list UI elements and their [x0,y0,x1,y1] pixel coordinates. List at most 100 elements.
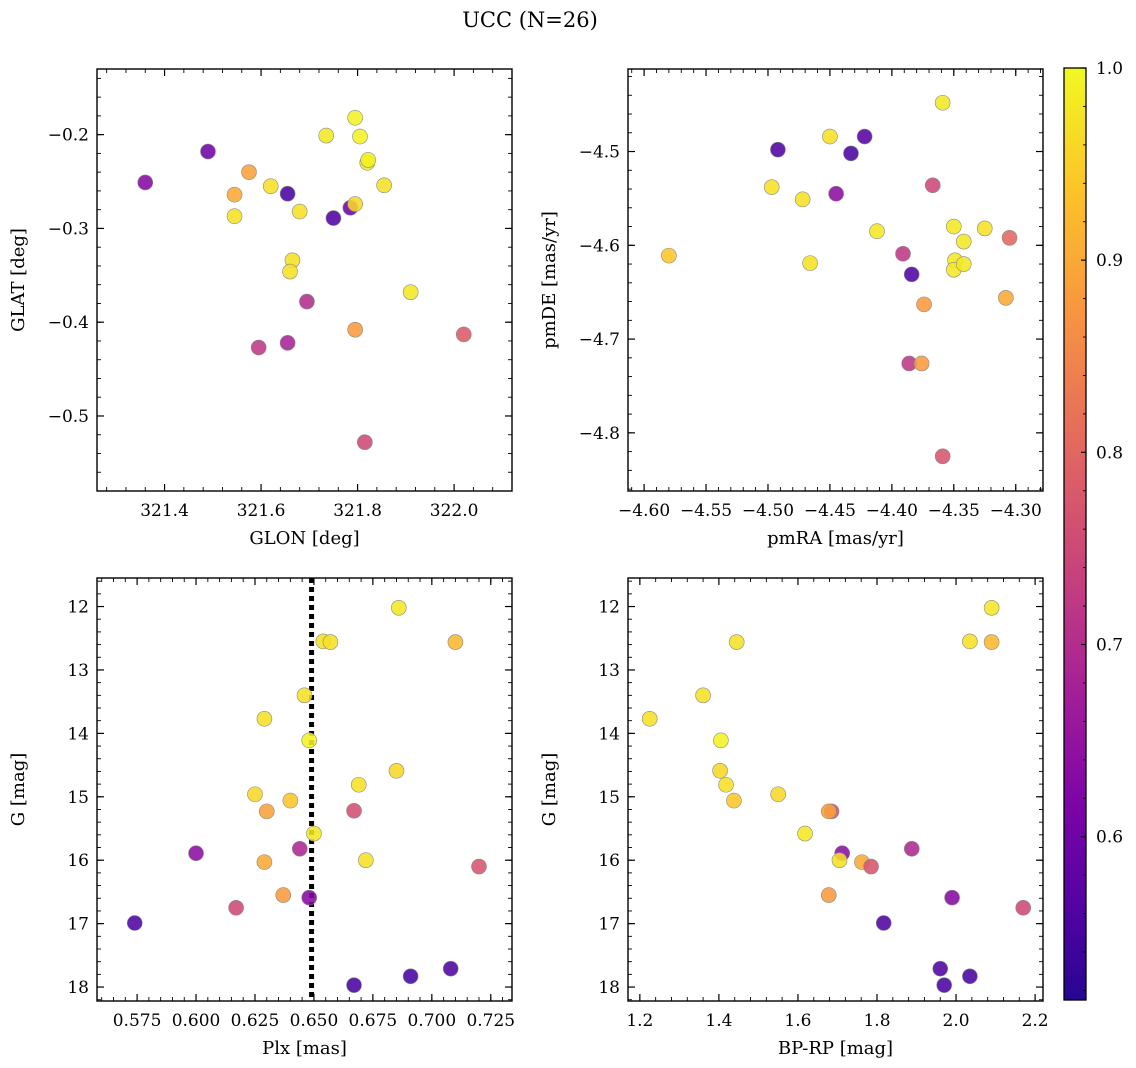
y-axis-label: pmDE [mas/yr] [539,211,560,349]
data-point [228,899,244,916]
y-tick-label: −0.5 [48,407,89,427]
data-point [250,339,267,356]
y-tick-label: 18 [67,978,89,998]
data-point [718,776,734,793]
data-point [262,178,279,195]
data-point [346,802,362,819]
x-axis-label: BP-RP [mag] [778,1038,893,1059]
x-tick-label: 0.575 [113,1011,162,1031]
data-point [471,858,487,875]
axes-frame [627,68,1044,492]
data-point [770,786,786,803]
data-point [279,335,296,351]
data-point [856,128,873,145]
y-tick-label: 18 [598,978,620,998]
data-point [279,185,296,202]
data-point [188,845,204,862]
x-tick-label: −4.30 [990,501,1042,521]
data-point [820,803,837,820]
x-tick-label: 0.625 [231,1011,280,1031]
data-point [913,355,930,372]
data-point [831,852,848,869]
x-axis-label: Plx [mas] [262,1038,347,1059]
y-tick-label: 16 [598,851,620,871]
data-point [962,633,978,650]
data-point [226,186,243,203]
data-point [391,600,407,616]
data-point [241,164,257,180]
x-tick-label: −4.45 [804,501,856,521]
x-tick-label: −4.60 [618,501,670,521]
data-point [299,293,315,310]
data-point [726,792,742,809]
data-point [282,263,298,280]
y-tick-label: −4.5 [579,143,620,163]
data-point [797,825,813,842]
data-point [137,174,154,191]
y-tick-label: −0.2 [48,126,89,146]
colorbar: 0.6 0.7 0.8 0.9 1.0 [1063,59,1123,1001]
data-point [932,960,949,977]
y-axis-label: G [mag] [539,753,560,826]
data-point [350,776,367,793]
data-point [955,233,972,250]
colorbar-tick-label: 0.7 [1096,635,1123,655]
ticks [97,69,513,492]
data-point [301,732,318,749]
data-point [275,887,292,903]
x-tick-label: −4.40 [866,501,918,521]
data-point [306,825,322,842]
data-point [763,179,780,195]
x-tick-label: 2.2 [1022,1011,1049,1031]
data-point [247,786,263,803]
panel-pmra-pmde: −4.60 −4.55 −4.50 −4.45 −4.40 −4.35 −4.30 −4.8 −… [539,68,1044,549]
x-tick-label: 1.2 [626,1011,653,1031]
colorbar-bar [1063,67,1087,1001]
data-point [802,255,818,271]
panel-plx-g: 0.575 0.600 0.625 0.650 0.675 0.700 0.725 12 13 1… [8,577,515,1059]
data-point [944,889,960,906]
colorbar-tick-label: 0.6 [1096,828,1123,848]
data-point [291,840,308,857]
data-point [358,852,374,869]
y-tick-label: 14 [67,724,89,744]
data-point [352,128,368,145]
data-point [770,141,786,158]
panel-bprp-g: 1.2 1.4 1.6 1.8 2.0 2.2 12 13 14 15 16 17 18 BP-RP [m… [539,577,1049,1059]
data-point [256,710,273,727]
colorbar-tick-label: 0.9 [1096,251,1123,271]
y-tick-label: 14 [598,724,620,744]
data-point [1001,230,1018,246]
y-tick-label: 15 [67,788,89,808]
x-tick-label: 1.8 [863,1011,890,1031]
y-tick-label: −4.7 [579,330,620,350]
data-point [983,600,1000,616]
panel-glon-glat: 321.4 321.6 321.8 322.0 −0.5 −0.4 −0.3 −0.2 GLON… [8,68,513,549]
y-tick-label: 17 [598,915,620,935]
data-point [346,977,362,993]
y-tick-label: −0.3 [48,219,89,239]
y-tick-label: 16 [67,851,89,871]
data-point [442,960,459,977]
data-point [983,634,1000,650]
x-tick-label: 0.650 [290,1011,339,1031]
data-point [641,710,658,727]
data-point [357,434,373,451]
ticks [97,578,512,1001]
data-point [301,889,318,906]
x-tick-label: 321.6 [237,501,286,521]
data-point [258,803,275,820]
data-point [924,177,941,194]
data-point [822,128,838,145]
data-point [946,218,962,235]
axes-frame [96,68,513,492]
x-tick-label: −4.35 [928,501,980,521]
data-point [360,152,376,168]
y-tick-label: −4.8 [579,424,620,444]
data-point [998,290,1014,306]
data-point [695,687,711,704]
data-point [843,145,859,162]
data-point [402,968,419,985]
x-tick-label: −4.55 [680,501,732,521]
colorbar-tick-label: 1.0 [1096,59,1123,79]
